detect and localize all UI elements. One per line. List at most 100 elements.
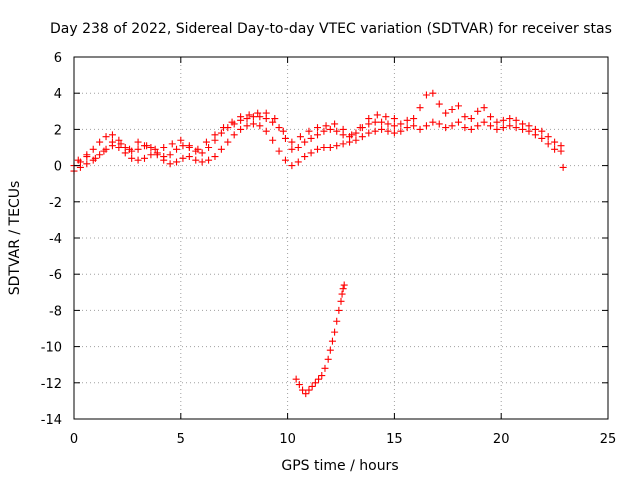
data-point [320,127,328,135]
data-point [416,125,424,133]
data-point [179,142,187,150]
data-point [249,113,257,121]
data-point [538,127,546,135]
data-point [339,125,347,133]
data-point [237,125,245,133]
y-tick-label: -14 [41,413,62,428]
data-point [292,375,300,383]
data-point [160,144,168,151]
data-point [91,154,99,162]
axis-ticks: 0 5 10 15 20 25 -14 -12 -10 -8 -6 -4 -2 0 2 4 6 [41,51,617,447]
data-point [328,337,336,345]
data-point [89,145,97,153]
data-point [228,118,236,126]
data-point [442,124,450,132]
data-point [512,124,520,132]
x-tick-label: 15 [386,432,403,447]
data-point [467,115,475,123]
data-point [166,151,174,159]
data-point [551,138,559,146]
data-point [96,138,104,146]
data-point [115,136,123,144]
data-point [390,115,398,123]
data-point [454,102,462,110]
data-point [480,118,488,126]
data-point [335,306,343,314]
data-point [435,120,443,128]
data-point [337,297,345,305]
data-point [410,122,418,130]
y-tick-label: -10 [41,341,62,356]
data-point [324,355,332,363]
data-point [373,111,381,119]
y-tick-label: -8 [49,304,62,319]
data-point [134,156,142,164]
data-point [346,138,354,146]
data-point [281,134,289,142]
data-point [262,127,270,135]
data-point [326,144,334,151]
data-point [301,138,309,146]
data-point [318,372,326,380]
data-point [435,100,443,108]
data-point [371,127,379,135]
data-point [384,127,392,135]
data-point [128,154,136,162]
data-point [487,113,495,121]
data-point [108,138,116,146]
data-point [256,113,264,121]
data-point [311,379,319,387]
data-point [397,120,405,128]
data-point [295,381,303,389]
data-point [506,115,514,123]
data-point [179,154,187,162]
data-point [269,136,277,144]
data-point [338,290,346,298]
data-point [339,140,347,148]
data-point [224,138,232,146]
data-point [348,131,356,139]
data-point [271,115,279,123]
data-point [519,125,527,133]
data-point [339,285,347,293]
data-point [314,131,322,139]
data-point [83,160,91,168]
data-point [134,145,142,153]
data-point [416,104,424,112]
data-point [480,104,488,112]
data-point [194,145,202,153]
y-tick-label: 6 [54,51,62,66]
data-point [108,131,116,139]
data-point [121,149,129,157]
data-point [126,145,134,153]
data-point [147,144,155,151]
data-points [70,89,567,398]
data-point [211,131,219,139]
data-point [333,127,341,135]
data-point [245,111,253,119]
data-point [390,129,398,137]
data-point [249,120,257,128]
data-point [305,386,313,394]
data-point [115,144,123,151]
data-point [262,109,270,117]
data-point [202,138,210,146]
data-point [301,153,309,161]
x-tick-label: 25 [600,432,617,447]
data-point [499,116,507,124]
data-point [147,151,155,159]
data-point [525,127,533,135]
x-tick-label: 10 [279,432,296,447]
data-point [288,162,296,170]
data-point [173,145,181,153]
data-point [117,140,125,148]
data-point [544,133,552,141]
data-point [384,120,392,128]
data-point [230,131,238,139]
data-point [177,136,185,144]
data-point [299,386,307,394]
data-point [198,158,206,166]
data-point [166,160,174,168]
data-point [100,147,108,155]
